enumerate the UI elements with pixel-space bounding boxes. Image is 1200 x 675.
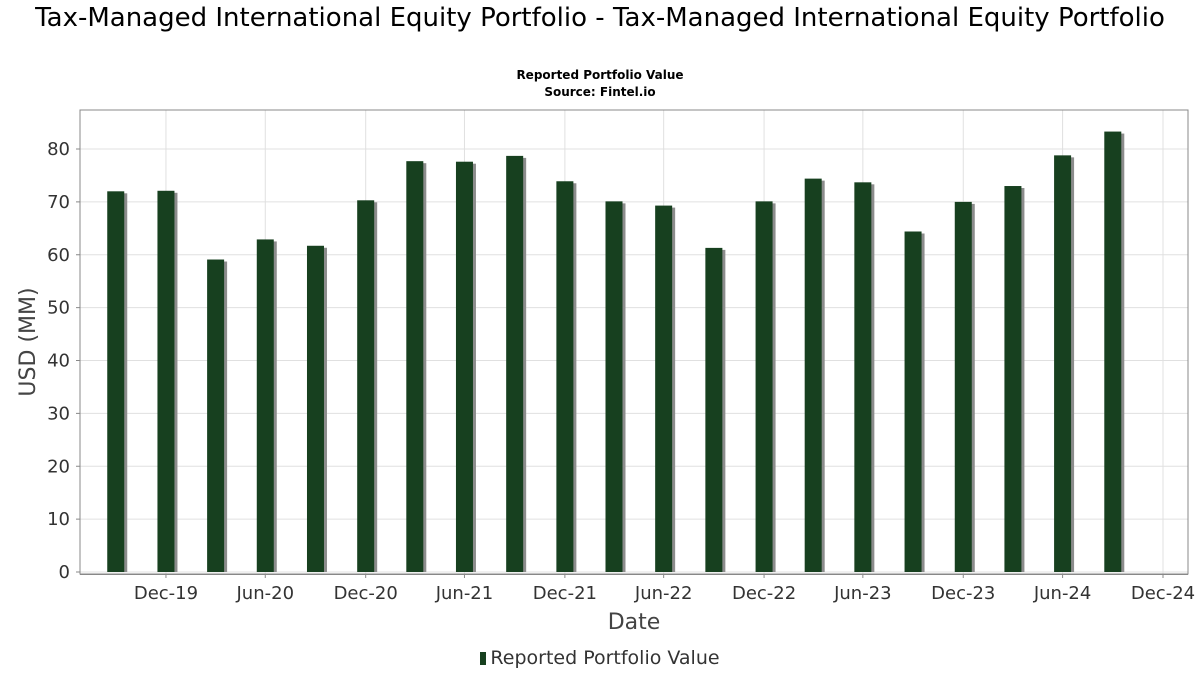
y-tick-label: 60 xyxy=(47,245,70,266)
bar xyxy=(1104,131,1122,572)
bar xyxy=(357,200,375,573)
chart-source: Source: Fintel.io xyxy=(544,85,656,99)
y-tick-label: 70 xyxy=(47,192,70,213)
bar xyxy=(655,205,673,572)
x-axis-title: Date xyxy=(608,610,661,635)
bar xyxy=(1054,155,1072,572)
bar xyxy=(306,245,324,572)
chart-subtitle: Reported Portfolio Value xyxy=(516,68,684,82)
axes: 0 10 20 30 40 50 60 70 80 Dec-19 Jun-20 Dec-20 Jun-2… xyxy=(47,139,1195,604)
bar xyxy=(755,201,773,572)
legend-label: Reported Portfolio Value xyxy=(490,647,720,669)
chart-title: Tax-Managed International Equity Portfol… xyxy=(35,3,1165,33)
bar-layer xyxy=(107,131,1125,573)
bar xyxy=(1004,186,1022,572)
bar xyxy=(705,247,723,572)
x-tick-label: Jun-21 xyxy=(435,583,494,604)
y-tick-label: 20 xyxy=(47,456,70,477)
bar xyxy=(256,239,274,572)
bar xyxy=(556,181,574,572)
bar xyxy=(107,191,125,572)
bar xyxy=(854,182,872,572)
bar xyxy=(904,231,922,572)
y-tick-label: 50 xyxy=(47,298,70,319)
bar xyxy=(157,190,175,572)
legend-swatch xyxy=(480,652,487,665)
bar xyxy=(506,155,524,572)
y-tick-label: 80 xyxy=(47,139,70,160)
legend: Reported Portfolio Value xyxy=(0,647,1200,669)
bar xyxy=(605,201,623,572)
x-tick-label: Dec-23 xyxy=(931,583,995,604)
y-axis-title: USD (MM) xyxy=(16,287,41,396)
x-tick-label: Jun-22 xyxy=(634,583,693,604)
y-tick-label: 0 xyxy=(59,562,70,583)
bar xyxy=(804,178,822,572)
x-tick-label: Dec-24 xyxy=(1131,583,1195,604)
x-tick-label: Jun-23 xyxy=(833,583,892,604)
bar xyxy=(455,161,473,572)
y-tick-label: 10 xyxy=(47,509,70,530)
x-tick-label: Dec-20 xyxy=(334,583,398,604)
bar xyxy=(954,201,972,572)
y-tick-label: 30 xyxy=(47,403,70,424)
x-tick-label: Jun-24 xyxy=(1033,583,1092,604)
x-tick-label: Dec-19 xyxy=(134,583,198,604)
x-tick-label: Dec-22 xyxy=(732,583,796,604)
x-tick-label: Jun-20 xyxy=(236,583,295,604)
y-tick-label: 40 xyxy=(47,351,70,372)
bar xyxy=(207,259,225,572)
x-tick-label: Dec-21 xyxy=(533,583,597,604)
bar xyxy=(406,161,424,572)
